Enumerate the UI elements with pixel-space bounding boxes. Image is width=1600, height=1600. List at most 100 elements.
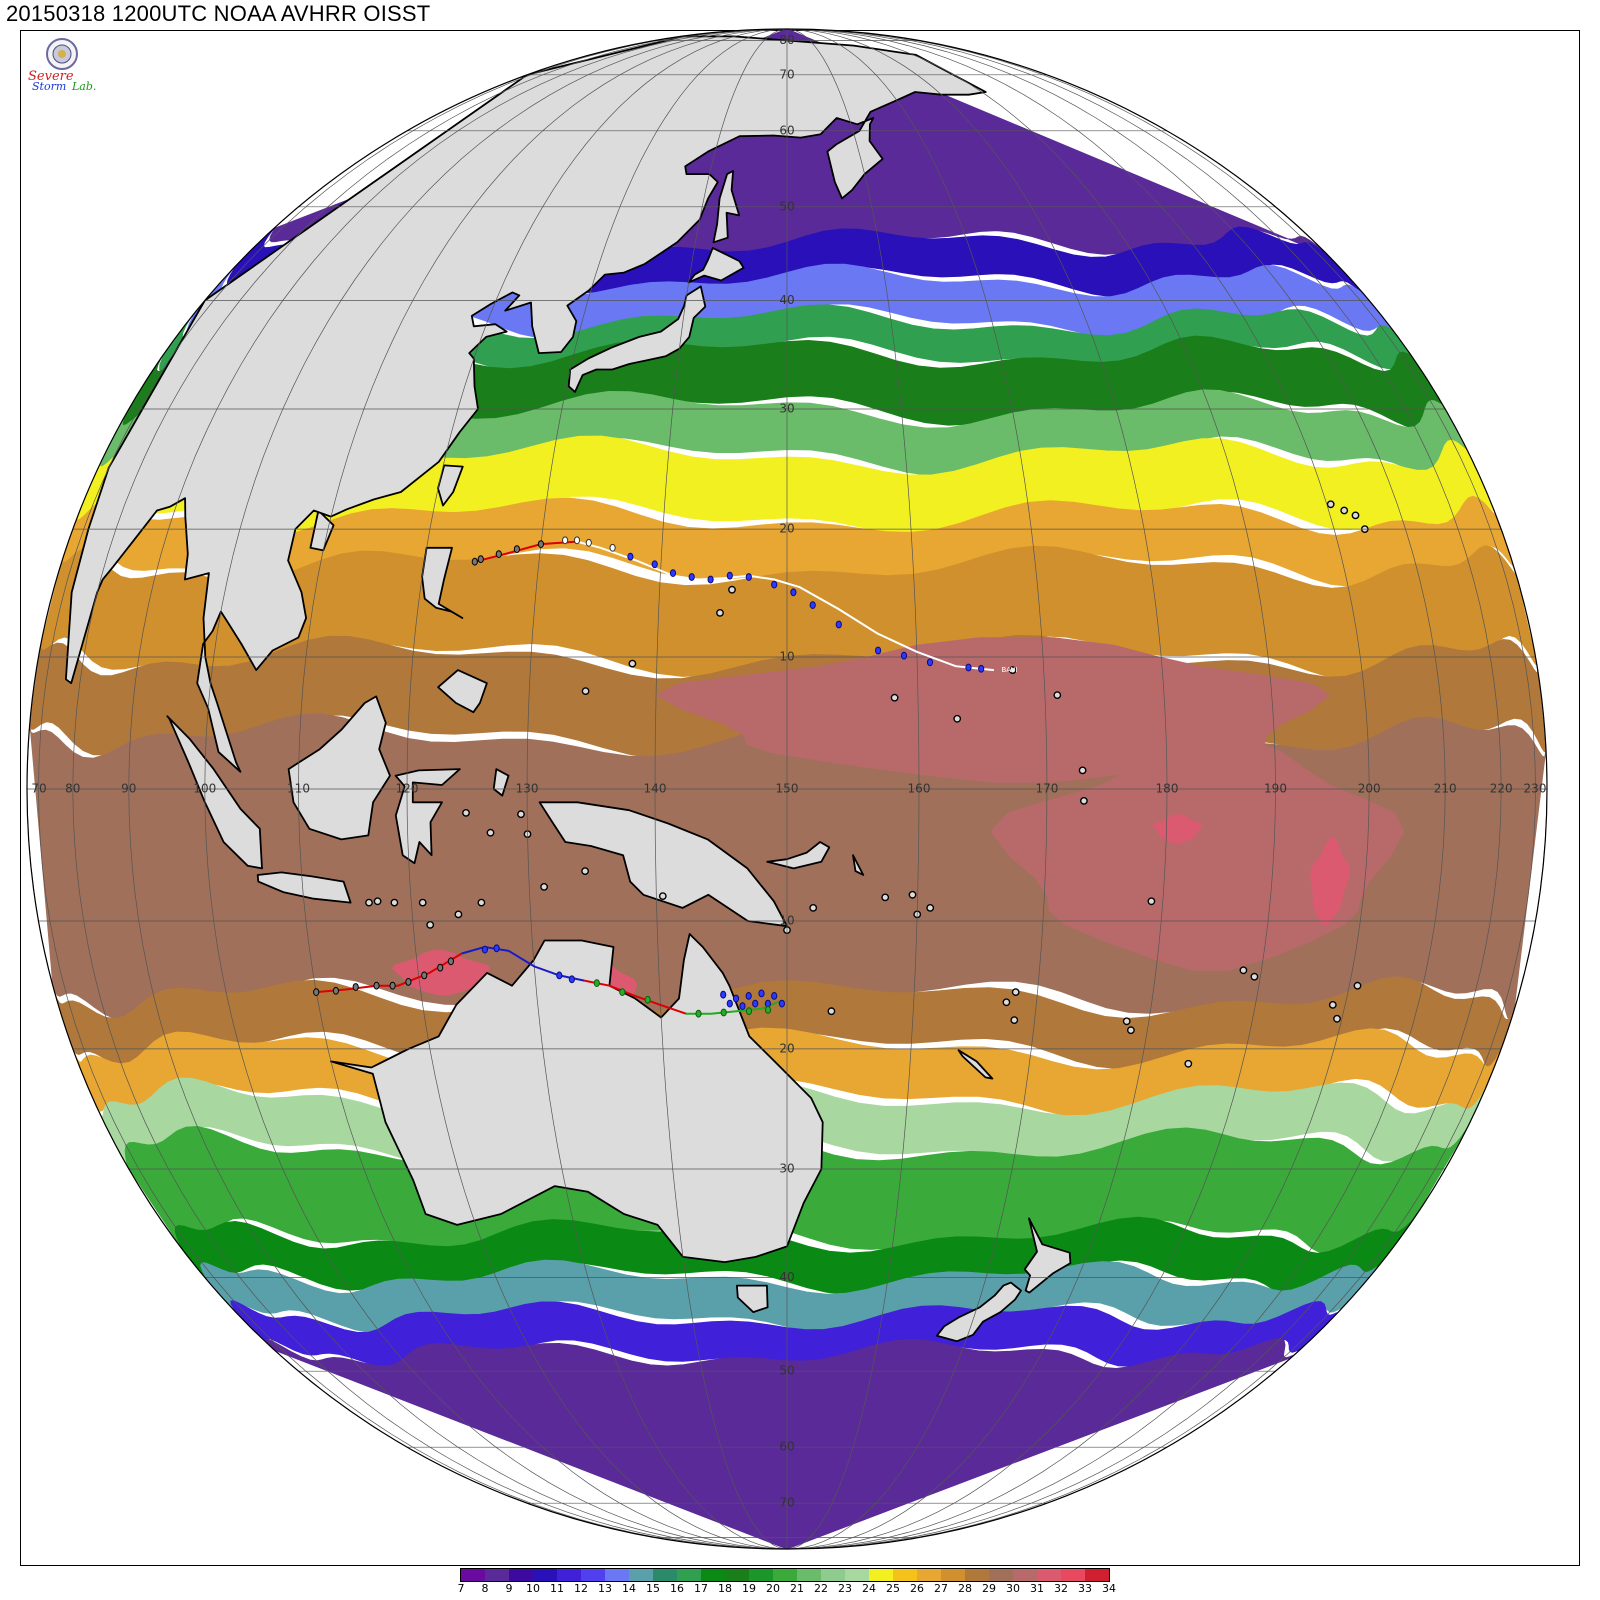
storm-dot-blue	[688, 573, 695, 581]
land-polygon	[766, 841, 831, 870]
island-marker	[827, 1007, 836, 1016]
colorbar-label: 20	[766, 1582, 780, 1595]
latitude-label: 10	[779, 914, 794, 928]
colorbar-swatch	[821, 1569, 845, 1581]
colorbar-swatch	[1037, 1569, 1061, 1581]
longitude-label: 120	[396, 782, 419, 796]
colorbar-swatch	[1061, 1569, 1085, 1581]
map-frame	[20, 30, 1580, 1566]
graticule-labels: 70 80 90 100 110 120 130 140 150 160 170 180 190 200 2…	[31, 33, 1546, 1510]
storm-dot-blue	[758, 989, 765, 998]
storm-dot-dark	[447, 957, 454, 966]
island-marker	[728, 585, 736, 594]
latitude-label: 50	[779, 1364, 794, 1378]
storm-track-segment	[316, 952, 463, 994]
colorbar-label: 22	[814, 1582, 828, 1595]
colorbar-label: 8	[481, 1582, 489, 1595]
colorbar-label: 10	[526, 1582, 540, 1595]
longitude-label: 80	[65, 782, 80, 796]
island-marker	[1122, 1017, 1131, 1026]
longitude-label: 230	[1524, 782, 1547, 796]
island-marker	[926, 904, 935, 912]
island-marker	[1147, 897, 1156, 906]
longitude-label: 110	[287, 782, 310, 796]
island-marker	[1184, 1059, 1193, 1068]
land-polygon	[166, 715, 263, 870]
island-marker	[1333, 1014, 1341, 1023]
land-polygon	[852, 854, 865, 876]
storm-dot-blue	[771, 992, 778, 1000]
latitude-label: 70	[779, 1496, 794, 1510]
island-marker	[426, 921, 435, 929]
island-marker	[1078, 766, 1087, 775]
land-polygon	[437, 669, 488, 714]
colorbar-label: 32	[1054, 1582, 1068, 1595]
severe-storm-lab-logo: Severe Storm Lab.	[26, 36, 106, 96]
colorbar-label: 19	[742, 1582, 756, 1595]
storm-dot-blue	[764, 999, 772, 1008]
island-marker	[908, 890, 917, 899]
latitude-label: 40	[779, 293, 794, 307]
longitude-label: 140	[644, 782, 667, 796]
storm-dot-blue	[556, 971, 563, 980]
storm-dot-white	[573, 536, 581, 545]
island-marker	[454, 910, 463, 919]
land-polygon	[287, 695, 391, 841]
island-marker	[1080, 797, 1088, 805]
storm-dot-blue	[778, 999, 786, 1008]
storm-dot-white	[585, 538, 592, 547]
longitude-label: 190	[1264, 782, 1287, 796]
colorbar-swatch	[893, 1569, 917, 1581]
latitude-label: 50	[779, 199, 794, 213]
longitude-label: 150	[776, 782, 799, 796]
island-marker	[1326, 500, 1335, 509]
land-polygon	[1023, 1217, 1072, 1294]
colorbar-label: 30	[1006, 1582, 1020, 1595]
longitude-label: 70	[31, 782, 46, 796]
storm-dot-green	[619, 988, 626, 996]
storm-track-segment	[584, 979, 687, 1015]
storm-name-label: BAVI	[1002, 666, 1018, 674]
island-marker	[365, 898, 373, 907]
island-marker	[881, 893, 890, 902]
storm-dot-white	[562, 536, 569, 545]
storm-dot-green	[644, 995, 651, 1004]
colorbar-label: 31	[1030, 1582, 1044, 1595]
island-marker	[418, 898, 427, 907]
latitude-label: 30	[779, 402, 794, 416]
colorbar-label: 15	[646, 1582, 660, 1595]
longitude-label: 210	[1434, 782, 1457, 796]
longitude-label: 180	[1156, 782, 1179, 796]
colorbar-swatch	[557, 1569, 581, 1581]
storm-dot-green	[720, 1008, 727, 1017]
island-marker	[390, 898, 399, 907]
storm-dot-dark	[471, 557, 478, 566]
latitude-label: 70	[779, 67, 794, 81]
island-marker	[809, 904, 818, 912]
storm-dot-blue	[809, 601, 816, 609]
island-marker	[517, 810, 525, 819]
colorbar-label: 28	[958, 1582, 972, 1595]
storm-dot-blue	[481, 945, 488, 954]
storm-dot-blue	[752, 999, 759, 1008]
island-marker	[1053, 691, 1062, 699]
island-marker	[1010, 1016, 1019, 1024]
island-marker	[1250, 972, 1259, 981]
colorbar-label: 21	[790, 1582, 804, 1595]
logo-severe-text: Severe	[28, 69, 74, 84]
storm-dot-blue	[790, 588, 797, 597]
colorbar-swatch	[797, 1569, 821, 1581]
island-marker	[1353, 981, 1362, 990]
colorbar-swatch	[677, 1569, 701, 1581]
colorbar-label: 16	[670, 1582, 684, 1595]
colorbar-label: 17	[694, 1582, 708, 1595]
colorbar-swatch	[917, 1569, 941, 1581]
latitude-label: 30	[779, 1162, 794, 1176]
storm-dot-blue	[568, 975, 576, 984]
colorbar-swatch	[1085, 1569, 1109, 1581]
island-marker	[1340, 506, 1349, 515]
longitude-label: 170	[1035, 782, 1058, 796]
storm-dot-blue	[669, 569, 677, 577]
island-marker	[1002, 998, 1011, 1007]
